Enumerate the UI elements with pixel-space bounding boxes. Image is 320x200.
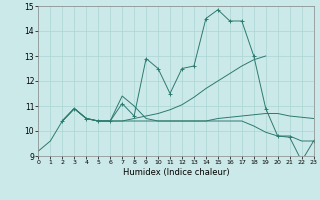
X-axis label: Humidex (Indice chaleur): Humidex (Indice chaleur) <box>123 168 229 177</box>
